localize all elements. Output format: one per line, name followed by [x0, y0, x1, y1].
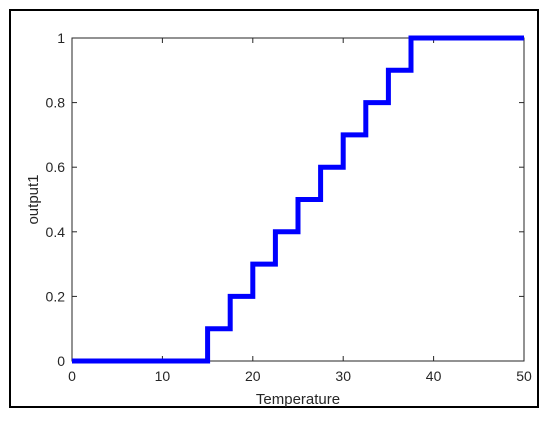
x-axis-label: Temperature [256, 391, 340, 408]
y-tick-label: 1 [57, 30, 65, 46]
series [72, 35, 524, 364]
x-tick-label: 10 [155, 368, 171, 384]
y-tick-label: 0.6 [46, 159, 66, 175]
x-tick-label: 30 [335, 368, 351, 384]
series-line [72, 35, 524, 364]
x-tick-label: 0 [68, 368, 76, 384]
y-axis-label: output1 [25, 174, 42, 224]
y-tick-label: 0.4 [46, 224, 66, 240]
y-tick-label: 0.2 [46, 288, 66, 304]
x-tick-label: 50 [516, 368, 532, 384]
x-tick-label: 40 [426, 368, 442, 384]
ticks: 0 10 20 30 40 50 0 0.2 0.4 0.6 0.8 1 [46, 30, 532, 384]
x-tick-label: 20 [245, 368, 261, 384]
y-tick-label: 0 [57, 353, 65, 369]
y-tick-label: 0.8 [46, 95, 66, 111]
